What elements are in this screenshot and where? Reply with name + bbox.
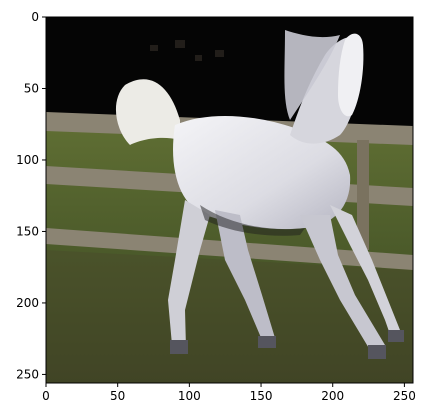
horse-right-hind-leg [215,210,275,340]
x-tick-label: 100 [178,389,201,403]
x-tick-label: 50 [110,389,125,403]
horse-body [173,115,351,230]
y-axis-ticks: 0 50 100 150 200 250 [16,10,46,381]
y-tick-label: 50 [24,81,39,95]
horse-head [338,33,364,117]
y-tick-label: 250 [16,367,39,381]
horse-tail [115,79,180,145]
horse-front-leg-left [300,215,385,350]
y-tick-label: 150 [16,224,39,238]
x-tick-label: 250 [393,389,416,403]
horse-photo [46,17,413,383]
y-tick-label: 100 [16,153,39,167]
horse-left-hind-leg [168,200,210,348]
horse-mane [284,30,340,120]
white-horse [115,30,404,359]
x-axis-ticks: 0 50 100 150 200 250 [42,383,416,403]
horse-front-leg-right [330,205,402,340]
x-tick-label: 150 [250,389,273,403]
x-tick-label: 0 [42,389,50,403]
y-tick-label: 200 [16,296,39,310]
x-tick-label: 200 [321,389,344,403]
y-tick-label: 0 [31,10,39,24]
axes-frame [45,16,414,384]
